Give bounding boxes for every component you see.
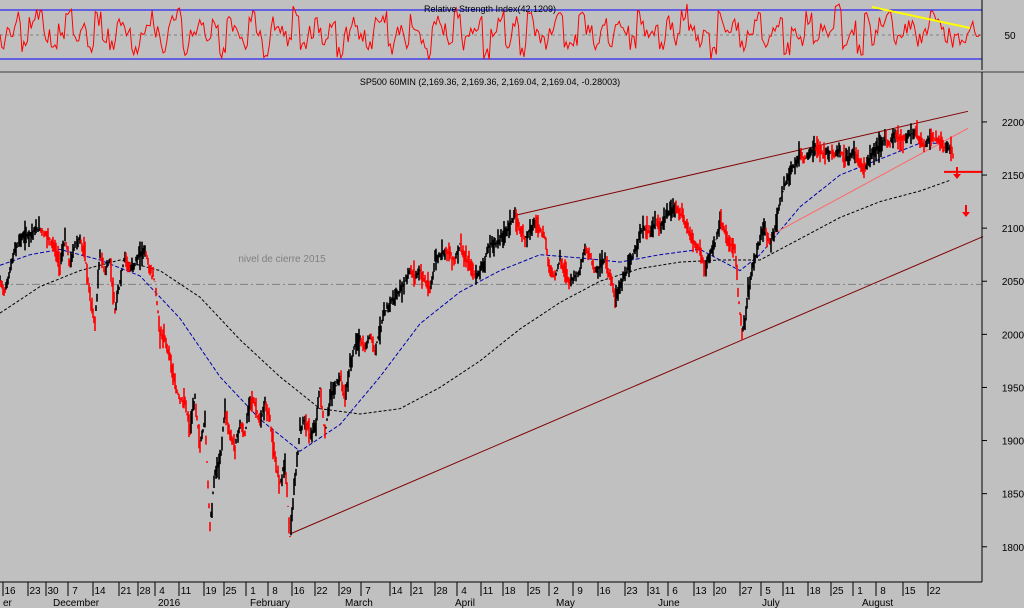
day-tick-label: 11 [483, 586, 494, 597]
price-tick-label: 2200 [1002, 118, 1024, 129]
day-tick-label: 8 [880, 586, 886, 597]
time-axis: 16 23 30 7 14 21 28 4 11 19 25 1 8 16 22 29 7 14 21 28 4 11 18… [0, 581, 982, 608]
month-label: August [862, 598, 893, 608]
price-tick-label: 1800 [1002, 543, 1024, 554]
day-tick-label: 14 [94, 586, 106, 597]
day-tick-label: 21 [412, 586, 424, 597]
month-label: 2016 [158, 598, 181, 608]
rsi-line [0, 3, 981, 60]
trendline-1 [514, 110, 969, 216]
day-tick-label: 14 [391, 586, 403, 597]
day-tick-label: 11 [785, 586, 796, 597]
day-tick-label: 4 [159, 586, 165, 597]
day-tick-label: 25 [225, 586, 237, 597]
day-tick-label: 7 [365, 586, 371, 597]
month-label: December [53, 598, 100, 608]
day-tick-label: 25 [529, 586, 541, 597]
price-tick-label: 2000 [1002, 330, 1024, 341]
day-tick-label: 5 [765, 586, 771, 597]
price-tick-label: 1950 [1002, 383, 1024, 394]
month-labels: er December 2016 February March April May June J… [3, 598, 893, 608]
day-tick-label: 16 [4, 586, 16, 597]
day-tick-label: 30 [47, 586, 59, 597]
day-ticks: 16 23 30 7 14 21 28 4 11 19 25 1 8 16 22 29 7 14 21 28 4 11 18… [2, 582, 941, 597]
day-tick-label: 25 [832, 586, 844, 597]
month-label: May [556, 598, 575, 608]
price-series-layer [0, 120, 954, 538]
day-tick-label: 11 [181, 586, 192, 597]
rsi-tick-label: 50 [1004, 31, 1016, 42]
month-label: June [658, 598, 680, 608]
day-tick-label: 13 [695, 586, 707, 597]
trendline-3 [769, 127, 969, 237]
month-label: er [3, 598, 13, 608]
day-tick-label: 16 [599, 586, 611, 597]
moving-average-layer [0, 142, 951, 452]
day-tick-label: 27 [741, 586, 753, 597]
day-tick-label: 29 [340, 586, 352, 597]
day-tick-label: 20 [715, 586, 727, 597]
closing-level-label: nivel de cierre 2015 [238, 254, 326, 265]
down-arrow-icon [953, 167, 961, 179]
day-tick-label: 7 [72, 586, 78, 597]
price-tick-label: 1850 [1002, 490, 1024, 501]
price-tick-label: 2150 [1002, 171, 1024, 182]
day-tick-label: 18 [504, 586, 516, 597]
main-panel: SP500 60MIN (2,169.36, 2,169.36, 2,169.0… [0, 72, 1024, 582]
moving-average-2 [0, 179, 951, 415]
down-arrow-icon [962, 205, 970, 217]
day-tick-label: 15 [904, 586, 916, 597]
trendline-2 [289, 236, 984, 535]
main-title: SP500 60MIN (2,169.36, 2,169.36, 2,169.0… [360, 77, 620, 87]
day-tick-label: 19 [205, 586, 217, 597]
rsi-panel: Relative Strength Index(42.1209) 50 [0, 0, 1016, 70]
day-tick-label: 1 [250, 586, 256, 597]
trendline-layer [289, 110, 984, 535]
rsi-trendline [871, 6, 971, 29]
day-tick-label: 6 [672, 586, 678, 597]
day-tick-label: 23 [29, 586, 41, 597]
day-tick-label: 22 [929, 586, 941, 597]
moving-average-1 [0, 142, 950, 452]
month-label: February [250, 598, 290, 608]
month-label: April [455, 598, 475, 608]
day-tick-label: 31 [649, 586, 661, 597]
day-tick-label: 1 [857, 586, 863, 597]
price-tick-label: 2050 [1002, 277, 1024, 288]
day-tick-label: 23 [626, 586, 638, 597]
day-tick-label: 22 [316, 586, 328, 597]
day-tick-label: 16 [293, 586, 305, 597]
day-tick-label: 2 [553, 586, 559, 597]
day-tick-label: 4 [461, 586, 467, 597]
month-label: July [762, 598, 780, 608]
price-axis: 1800 1850 1900 1950 2000 2050 2100 2150 2200 [982, 118, 1024, 554]
day-tick-label: 28 [436, 586, 448, 597]
day-tick-label: 21 [120, 586, 132, 597]
price-tick-label: 2100 [1002, 224, 1024, 235]
day-tick-label: 9 [577, 586, 583, 597]
day-tick-label: 28 [139, 586, 151, 597]
rsi-title: Relative Strength Index(42.1209) [424, 4, 556, 14]
day-tick-label: 8 [272, 586, 278, 597]
month-label: March [345, 598, 373, 608]
day-tick-label: 18 [809, 586, 821, 597]
price-tick-label: 1900 [1002, 437, 1024, 448]
